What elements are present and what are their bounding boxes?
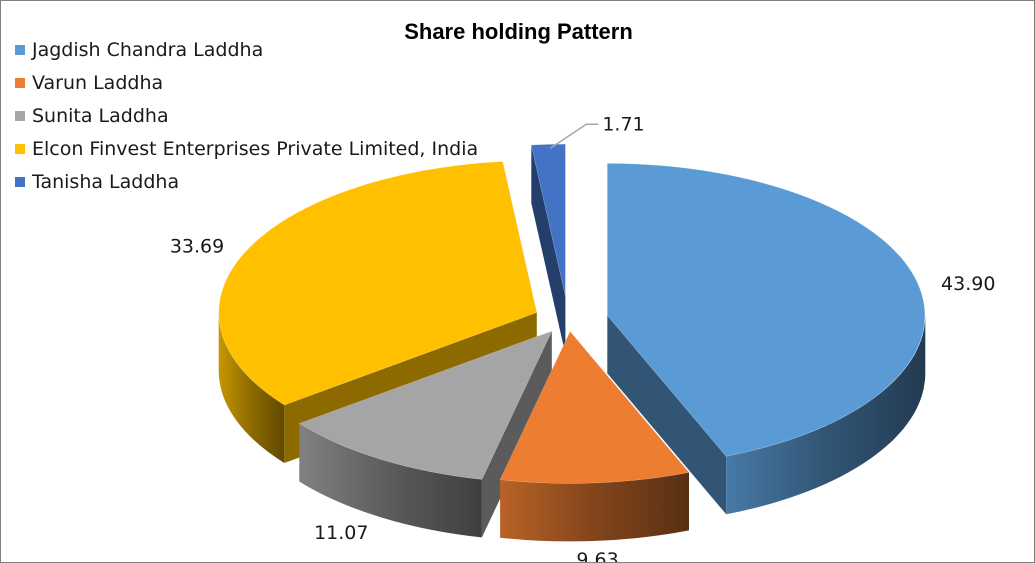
slice-outer-side: [218, 312, 285, 463]
legend-swatch: [15, 44, 25, 55]
slice-side-face: [481, 331, 552, 538]
legend-item: Sunita Laddha: [15, 99, 478, 132]
pie-slice: [607, 163, 926, 457]
slice-outer-side: [726, 315, 926, 515]
slice-side-face: [607, 315, 727, 515]
legend-label: Varun Laddha: [32, 71, 164, 94]
slice-side-face: [531, 145, 566, 355]
legend-swatch: [15, 77, 25, 88]
legend-item: Varun Laddha: [15, 66, 478, 99]
data-label: 43.90: [941, 273, 995, 295]
pie-slice: [530, 143, 566, 297]
legend-swatch: [15, 176, 25, 187]
leader-line: [549, 123, 599, 149]
slice-outer-side: [500, 472, 689, 542]
legend-swatch: [15, 143, 25, 154]
pie-slice: [218, 161, 538, 406]
data-label: 33.69: [170, 236, 224, 258]
data-label: 11.07: [314, 522, 368, 544]
legend: Jagdish Chandra Laddha Varun Laddha Suni…: [15, 33, 478, 198]
legend-label: Tanisha Laddha: [32, 170, 180, 193]
legend-label: Sunita Laddha: [32, 104, 169, 127]
legend-swatch: [15, 110, 25, 121]
legend-label: Jagdish Chandra Laddha: [32, 38, 264, 61]
legend-item: Elcon Finvest Enterprises Private Limite…: [15, 132, 478, 165]
legend-item: Tanisha Laddha: [15, 165, 478, 198]
legend-item: Jagdish Chandra Laddha: [15, 33, 478, 66]
pie-slice: [298, 330, 553, 480]
slice-outer-side: [299, 423, 482, 538]
legend-label: Elcon Finvest Enterprises Private Limite…: [32, 137, 479, 160]
pie-slice: [499, 330, 690, 484]
data-label: 1.71: [602, 113, 644, 135]
data-label: 9.63: [576, 549, 618, 563]
chart-title: Share holding Pattern: [404, 19, 633, 44]
